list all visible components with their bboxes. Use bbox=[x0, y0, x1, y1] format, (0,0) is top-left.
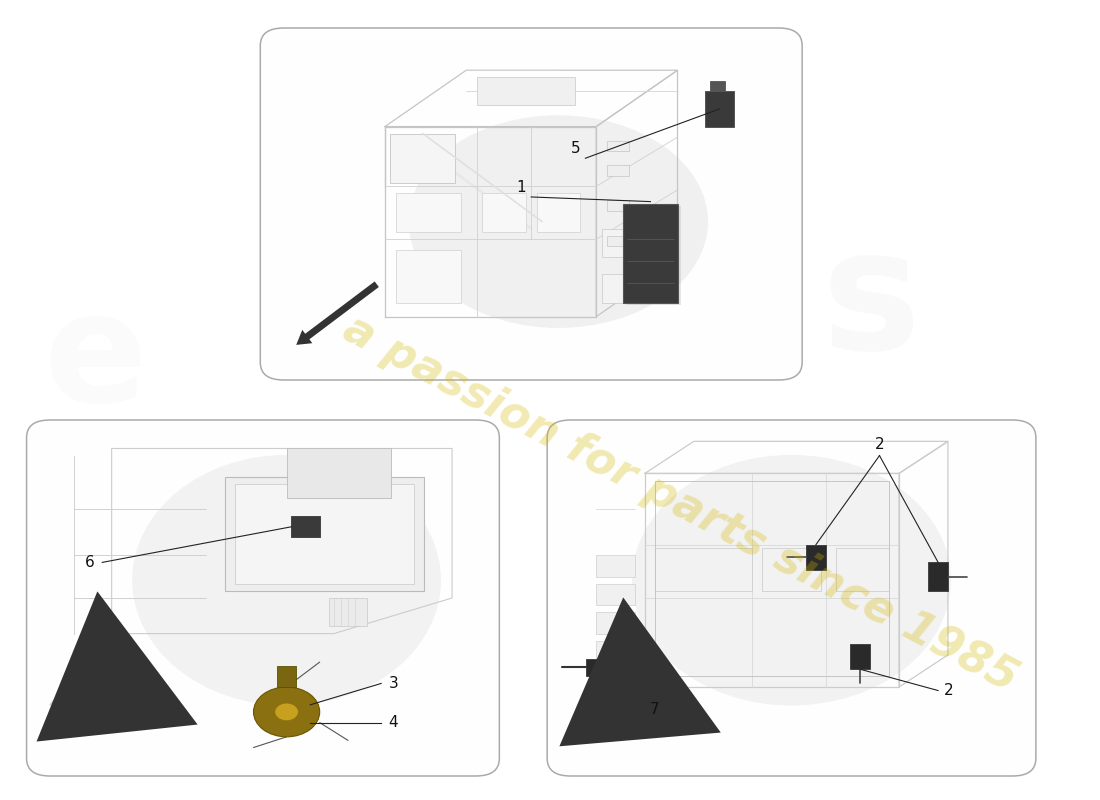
Bar bbox=[226, 477, 424, 591]
Bar bbox=[602, 274, 635, 302]
Text: 1: 1 bbox=[516, 179, 526, 194]
Bar bbox=[836, 548, 889, 591]
Ellipse shape bbox=[133, 455, 440, 705]
Bar bbox=[477, 78, 574, 106]
Circle shape bbox=[275, 703, 298, 721]
Bar bbox=[277, 666, 296, 687]
Bar bbox=[654, 548, 752, 591]
Bar bbox=[287, 449, 390, 498]
Text: s: s bbox=[822, 222, 921, 386]
Bar bbox=[928, 562, 948, 591]
FancyBboxPatch shape bbox=[547, 420, 1036, 776]
Bar bbox=[596, 641, 635, 662]
Bar bbox=[396, 250, 461, 302]
Bar bbox=[710, 81, 725, 91]
Ellipse shape bbox=[409, 116, 707, 327]
Bar bbox=[602, 229, 645, 257]
Bar bbox=[806, 545, 826, 570]
Bar bbox=[234, 484, 415, 584]
Bar bbox=[596, 612, 635, 634]
Bar bbox=[607, 166, 629, 176]
Bar bbox=[654, 481, 889, 676]
Text: 6: 6 bbox=[85, 555, 95, 570]
Bar bbox=[390, 134, 455, 183]
Bar bbox=[292, 516, 320, 538]
Bar bbox=[586, 658, 620, 676]
Bar bbox=[596, 584, 635, 605]
Text: 2: 2 bbox=[874, 437, 884, 451]
Bar bbox=[596, 555, 635, 577]
Bar bbox=[705, 91, 735, 126]
Bar bbox=[607, 236, 629, 246]
FancyBboxPatch shape bbox=[261, 28, 802, 380]
Bar bbox=[762, 548, 821, 591]
Bar bbox=[329, 598, 367, 626]
Ellipse shape bbox=[632, 455, 950, 705]
Text: 7: 7 bbox=[650, 702, 660, 717]
Bar bbox=[607, 201, 629, 211]
Circle shape bbox=[253, 687, 320, 737]
Text: 4: 4 bbox=[388, 715, 398, 730]
Bar bbox=[627, 206, 681, 305]
Bar bbox=[483, 194, 526, 232]
Text: 5: 5 bbox=[571, 141, 580, 156]
Bar bbox=[396, 194, 461, 232]
Bar bbox=[624, 204, 678, 302]
Bar bbox=[607, 141, 629, 151]
Bar bbox=[850, 644, 870, 669]
Text: a passion for parts since 1985: a passion for parts since 1985 bbox=[336, 307, 1024, 701]
Text: e: e bbox=[44, 286, 147, 434]
Text: 3: 3 bbox=[388, 676, 398, 691]
FancyBboxPatch shape bbox=[26, 420, 499, 776]
Text: 2: 2 bbox=[944, 683, 953, 698]
Bar bbox=[537, 194, 580, 232]
